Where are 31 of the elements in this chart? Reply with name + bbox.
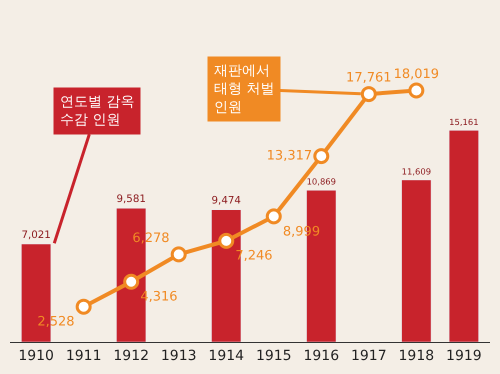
x-tick-label: 1915 <box>256 348 292 364</box>
text: 연도별 감옥 수감 인원 <box>60 94 134 128</box>
data-label: 17,761 <box>346 70 392 86</box>
point <box>408 82 424 98</box>
x-tick-label: 1914 <box>208 348 244 364</box>
data-label: 10,869 <box>306 176 336 187</box>
x-tick-label: 1918 <box>398 348 434 364</box>
data-label: 15,161 <box>449 116 479 127</box>
bar <box>401 180 432 342</box>
x-tick-label: 1917 <box>350 348 387 364</box>
point <box>170 246 187 262</box>
point <box>313 148 330 164</box>
point <box>123 274 140 290</box>
x-tick-label: 1916 <box>303 348 340 364</box>
data-label: 9,474 <box>212 194 241 207</box>
x-tick-label: 1913 <box>160 348 197 364</box>
data-label: 7,021 <box>21 228 51 241</box>
data-label: 13,317 <box>266 148 312 164</box>
point <box>218 232 234 249</box>
bar <box>448 130 479 342</box>
point <box>360 86 377 102</box>
text: 재판에서 태형 처벌 인원 <box>214 63 274 116</box>
data-label: 11,609 <box>402 166 432 176</box>
x-tick-label: 1919 <box>446 348 482 364</box>
data-label: 18,019 <box>394 67 440 82</box>
point <box>266 208 282 224</box>
x-tick-label: 1910 <box>18 348 54 364</box>
x-tick-label: 1911 <box>66 348 102 364</box>
x-tick-label: 1912 <box>113 348 150 364</box>
data-label: 9,581 <box>116 193 146 206</box>
point <box>76 298 92 315</box>
